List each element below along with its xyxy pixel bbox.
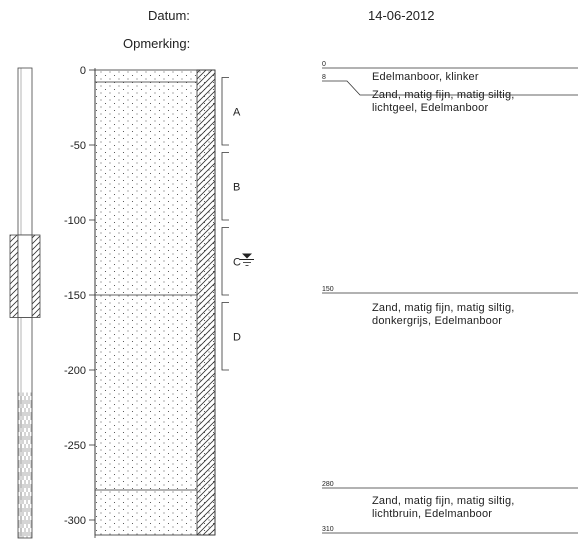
depth-axis: 0 -50 -100 -150 -200 -250 -300 bbox=[64, 65, 96, 538]
datum-label: Datum: bbox=[148, 8, 190, 23]
depth-tick-label: -300 bbox=[64, 515, 86, 527]
sample-bracket bbox=[221, 152, 229, 221]
layer-depth-label: 280 bbox=[322, 481, 334, 488]
layer-description: lichtgeel, Edelmanboor bbox=[372, 102, 488, 114]
sand-fill bbox=[95, 70, 215, 535]
depth-tick-label: -250 bbox=[64, 440, 86, 452]
layer-boundary-line bbox=[322, 80, 578, 96]
well-screen-core bbox=[17, 234, 33, 318]
remark-label: Opmerking: bbox=[123, 36, 190, 51]
layer-depth-label: 310 bbox=[322, 526, 334, 533]
sample-bracket bbox=[221, 227, 229, 296]
sample-label: B bbox=[233, 181, 240, 193]
sample-intervals: A B C D bbox=[221, 77, 241, 371]
lithology-column bbox=[94, 69, 216, 536]
well-sump bbox=[18, 392, 32, 538]
sample-label: D bbox=[233, 331, 241, 343]
layer-description: lichtbruin, Edelmanboor bbox=[372, 508, 492, 520]
depth-tick-label: -50 bbox=[70, 140, 86, 152]
sample-bracket bbox=[221, 302, 229, 371]
datum-value: 14-06-2012 bbox=[368, 8, 435, 23]
sample-label: C bbox=[233, 256, 241, 268]
sample-label: A bbox=[233, 106, 241, 118]
layer-description: Zand, matig fijn, matig siltig, bbox=[372, 302, 515, 314]
casing-hatch bbox=[196, 69, 216, 536]
layer-description: Edelmanboor, klinker bbox=[372, 71, 479, 83]
layer-description: Zand, matig fijn, matig siltig, bbox=[372, 495, 515, 507]
layer-depth-label: 0 bbox=[322, 61, 326, 68]
layer-descriptions: 0 8 Edelmanboor, klinker 150 Zand, matig fij… bbox=[322, 61, 578, 534]
layer-description: Zand, matig fijn, matig siltig, bbox=[372, 89, 515, 101]
sample-bracket bbox=[221, 77, 229, 146]
depth-tick-label: -100 bbox=[64, 215, 86, 227]
layer-depth-label: 150 bbox=[322, 286, 334, 293]
layer-description: donkergrijs, Edelmanboor bbox=[372, 315, 502, 327]
layer-depth-label: 8 bbox=[322, 74, 326, 81]
groundwater-level-icon bbox=[240, 253, 254, 266]
depth-tick-label: -200 bbox=[64, 365, 86, 377]
lithology-frame bbox=[94, 69, 216, 536]
groundwater-triangle bbox=[242, 253, 252, 259]
depth-tick-label: 0 bbox=[80, 65, 86, 77]
depth-tick-label: -150 bbox=[64, 290, 86, 302]
well-construction bbox=[9, 67, 41, 539]
